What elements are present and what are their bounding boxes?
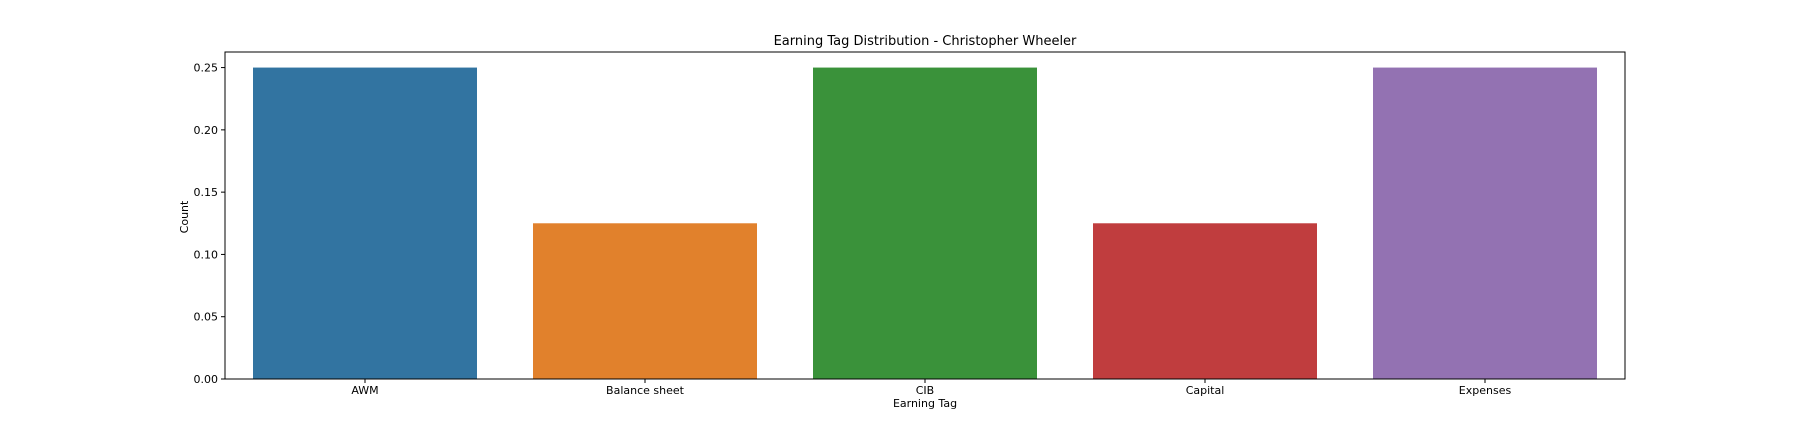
y-tick-label: 0.15	[194, 186, 219, 199]
x-tick-label: Balance sheet	[606, 384, 685, 397]
x-tick-label: AWM	[351, 384, 378, 397]
x-tick-label: Expenses	[1459, 384, 1512, 397]
bar-balance-sheet	[533, 223, 757, 379]
y-tick-label: 0.00	[194, 373, 219, 386]
bar-cib	[813, 67, 1037, 380]
x-tick-label: CIB	[916, 384, 934, 397]
y-tick-label: 0.10	[194, 248, 219, 261]
chart-title: Earning Tag Distribution - Christopher W…	[774, 34, 1077, 49]
x-axis-label: Earning Tag	[893, 397, 957, 410]
bar-capital	[1093, 223, 1317, 379]
bar-expenses	[1373, 67, 1597, 380]
y-axis-ticks: 0.00 0.05 0.10 0.15 0.20 0.25	[194, 62, 225, 386]
x-axis-ticks: AWM Balance sheet CIB Capital Expenses	[351, 379, 1511, 397]
y-tick-label: 0.20	[194, 124, 219, 137]
y-tick-label: 0.05	[194, 311, 219, 324]
plot-area-frame	[224, 51, 1626, 380]
bar-awm	[253, 67, 477, 380]
y-tick-label: 0.25	[194, 62, 219, 75]
x-tick-label: Capital	[1186, 384, 1225, 397]
y-axis-label: Count	[178, 200, 191, 233]
bars-group	[253, 67, 1597, 380]
